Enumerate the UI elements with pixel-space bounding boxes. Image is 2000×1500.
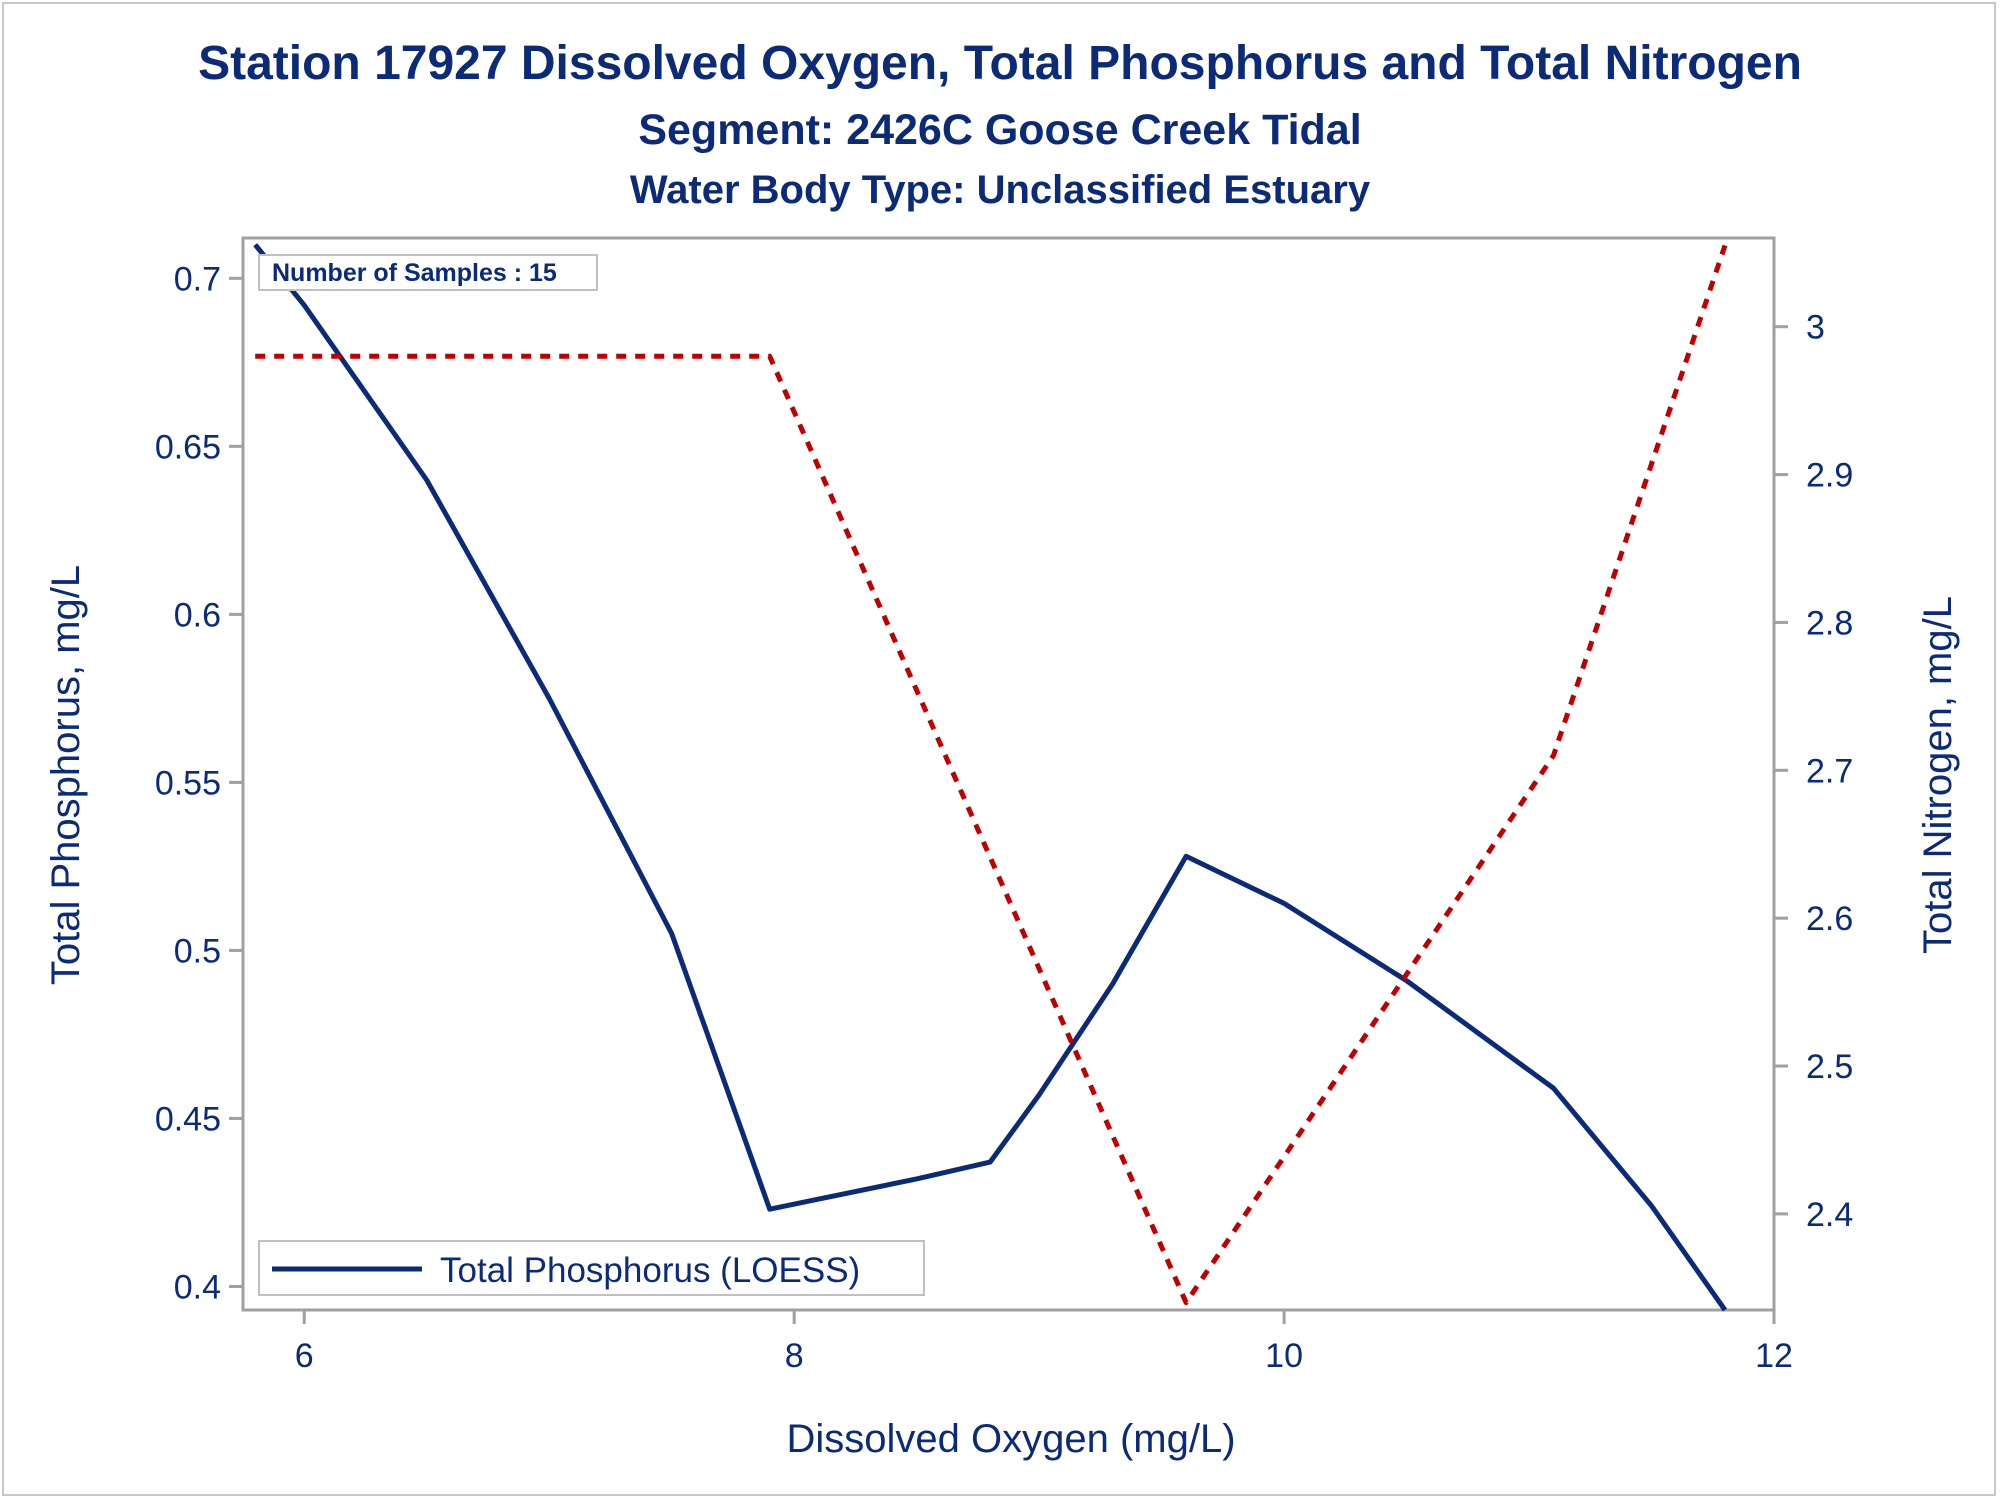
y-tick-label: 0.6 — [174, 596, 221, 634]
x-tick-label: 6 — [295, 1337, 314, 1375]
y-axis-label: Total Phosphorus, mg/L — [44, 565, 88, 985]
y-tick-label: 0.55 — [155, 764, 221, 802]
plot-area — [241, 236, 1776, 1312]
sample-count-annotation: Number of Samples : 15 — [258, 254, 598, 291]
y-tick-label: 0.7 — [174, 260, 221, 298]
y2-tick-label: 2.5 — [1806, 1048, 1853, 1086]
sample-count-box — [258, 254, 598, 291]
chart-title: Station 17927 Dissolved Oxygen, Total Ph… — [198, 37, 1802, 90]
y-tick-label: 0.45 — [155, 1100, 221, 1138]
y2-axis-label: Total Nitrogen, mg/L — [1916, 596, 1960, 954]
y-tick-label: 0.65 — [155, 428, 221, 466]
legend: Total Phosphorus (LOESS) — [258, 1240, 925, 1296]
chart-subtitle-water-body: Water Body Type: Unclassified Estuary — [629, 168, 1371, 212]
x-tick-label: 10 — [1265, 1337, 1303, 1375]
y2-tick-label: 2.8 — [1806, 604, 1853, 642]
y2-tick-label: 2.9 — [1806, 457, 1853, 495]
series-line-phosphorus — [253, 243, 1728, 1312]
y2-tick-label: 3 — [1806, 309, 1825, 347]
y2-tick-label: 2.7 — [1806, 752, 1853, 790]
series-line-nitrogen — [255, 244, 1728, 1306]
x-tick-label: 12 — [1755, 1337, 1793, 1375]
x-axis-label: Dissolved Oxygen (mg/L) — [786, 1417, 1235, 1461]
legend-label-phosphorus: Total Phosphorus (LOESS) — [440, 1251, 860, 1290]
series-layer — [253, 243, 1728, 1312]
x-tick-label: 8 — [785, 1337, 804, 1375]
y2-tick-label: 2.6 — [1806, 900, 1853, 938]
y-tick-label: 0.5 — [174, 932, 221, 970]
chart-subtitle-segment: Segment: 2426C Goose Creek Tidal — [638, 106, 1362, 154]
axis-ticks: 6 8 10 12 0.4 0.45 0.5 0.55 0.6 0.65 0.7 2.4 2.5 2.6 2… — [155, 260, 1853, 1375]
sample-count-text: Number of Samples : 15 — [272, 259, 557, 287]
y2-tick-label: 2.4 — [1806, 1196, 1853, 1234]
y-tick-label: 0.4 — [174, 1268, 221, 1306]
